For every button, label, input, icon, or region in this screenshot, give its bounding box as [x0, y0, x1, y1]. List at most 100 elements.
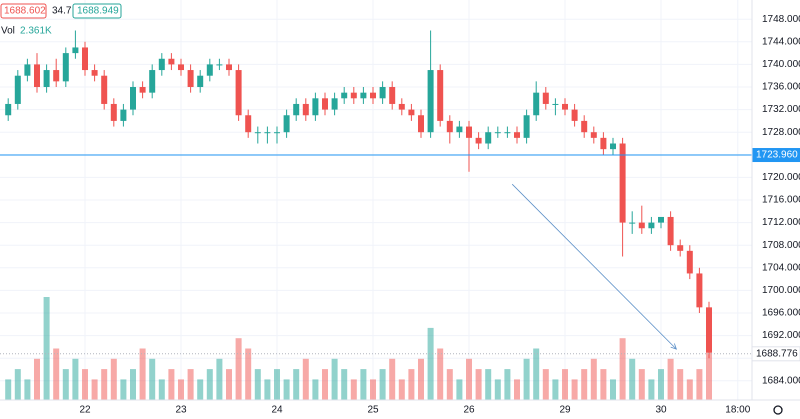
x-tick-label: 22 [79, 405, 91, 416]
volume-bar [254, 369, 261, 400]
volume-bar [379, 369, 386, 400]
y-tick-label: 1748.000 [762, 14, 800, 25]
y-tick-label: 1740.000 [762, 59, 800, 70]
candle-body [696, 273, 703, 308]
volume-bar [34, 358, 40, 400]
volume-bar [120, 379, 127, 400]
candle-body [638, 222, 645, 229]
y-tick-label: 1708.000 [762, 240, 800, 251]
candle-body [254, 132, 261, 134]
volume-bar [629, 358, 636, 400]
y-tick-label: 1700.000 [762, 285, 800, 296]
candle-body [331, 98, 338, 110]
y-tick-label: 1692.000 [762, 330, 800, 341]
candle-body [408, 109, 415, 116]
legend-change: 34.7 [52, 6, 72, 17]
legend: 1688.602 34.7 1688.949 Vol 2.361K [0, 3, 122, 37]
volume-bar [446, 369, 453, 400]
candle-body [216, 64, 223, 66]
volume-bar [216, 358, 223, 400]
volume-bar [418, 358, 424, 400]
volume-bar [494, 379, 501, 400]
candle-body [245, 115, 252, 133]
candle-body [235, 70, 242, 116]
volume-bar [293, 369, 300, 400]
x-tick-label: 25 [367, 405, 379, 416]
y-tick-label: 1720.000 [762, 172, 800, 183]
volume-bar [130, 369, 136, 400]
volume-bar [264, 379, 271, 400]
volume-bar [389, 358, 396, 400]
volume-bar [398, 379, 405, 400]
volume-bar [53, 348, 60, 400]
candle-body [552, 103, 559, 105]
volume-bar [677, 369, 684, 400]
volume-bar [590, 358, 597, 400]
volume-bar [504, 369, 511, 400]
candle-body [514, 132, 520, 138]
volume-bar [610, 379, 616, 400]
volume-bar [408, 369, 415, 400]
candle-body [542, 92, 549, 104]
candle-body [600, 137, 607, 150]
volume-bar [686, 379, 693, 400]
candle-body [504, 132, 511, 134]
volume-bar [552, 379, 559, 400]
volume-bar [101, 369, 108, 400]
candle-body [226, 64, 232, 71]
candle-body [533, 92, 540, 116]
candle-body [590, 132, 597, 138]
candle-body [427, 70, 434, 133]
candle-body [312, 98, 319, 116]
y-tick-label: 1712.000 [762, 217, 800, 228]
candle-body [494, 132, 501, 134]
volume-bar [62, 369, 69, 400]
candle-body [350, 92, 357, 99]
candle-body [110, 103, 117, 121]
volume-bar [187, 369, 194, 400]
candle-body [706, 307, 712, 353]
settings-icon[interactable] [773, 405, 783, 415]
y-tick-label: 1744.000 [762, 36, 800, 47]
volume-bar [466, 358, 472, 400]
volume-bar [24, 379, 31, 400]
candle-body [34, 64, 40, 88]
volume-bar [360, 369, 367, 400]
x-tick-label: 24 [271, 405, 283, 416]
volume-bar [667, 358, 674, 400]
volume-bar [206, 369, 213, 400]
candle-body [446, 120, 453, 133]
candle-body [283, 115, 290, 133]
legend-volume: 2.361K [20, 26, 52, 37]
volume-bar [600, 369, 607, 400]
volume-bar [648, 379, 655, 400]
candle-body [648, 222, 655, 229]
x-tick-label: 26 [463, 405, 475, 416]
level-label-box [752, 148, 800, 163]
candle-body [686, 250, 693, 274]
y-tick-label: 1716.000 [762, 195, 800, 206]
volume-bar [533, 348, 540, 400]
volume-bar [523, 358, 530, 400]
volume-bar [14, 369, 21, 400]
volume-bar [235, 338, 242, 400]
candle-body [206, 64, 213, 76]
candle-body [629, 222, 636, 224]
volume-bar [427, 327, 434, 400]
x-tick-label: 23 [175, 405, 187, 416]
volume-bar [226, 369, 232, 400]
candle-body [14, 75, 21, 104]
candle-body [667, 216, 674, 246]
candle-body [24, 64, 31, 76]
volume-bar [370, 379, 376, 400]
volume-bar [91, 379, 98, 400]
volume-bar [312, 379, 319, 400]
candle-body [322, 98, 328, 110]
legend-box [72, 3, 122, 19]
volume-bar [72, 358, 79, 400]
candle-body [178, 64, 184, 71]
candle-body [562, 103, 568, 110]
volume-bar [638, 369, 645, 400]
volume-bar [514, 379, 520, 400]
